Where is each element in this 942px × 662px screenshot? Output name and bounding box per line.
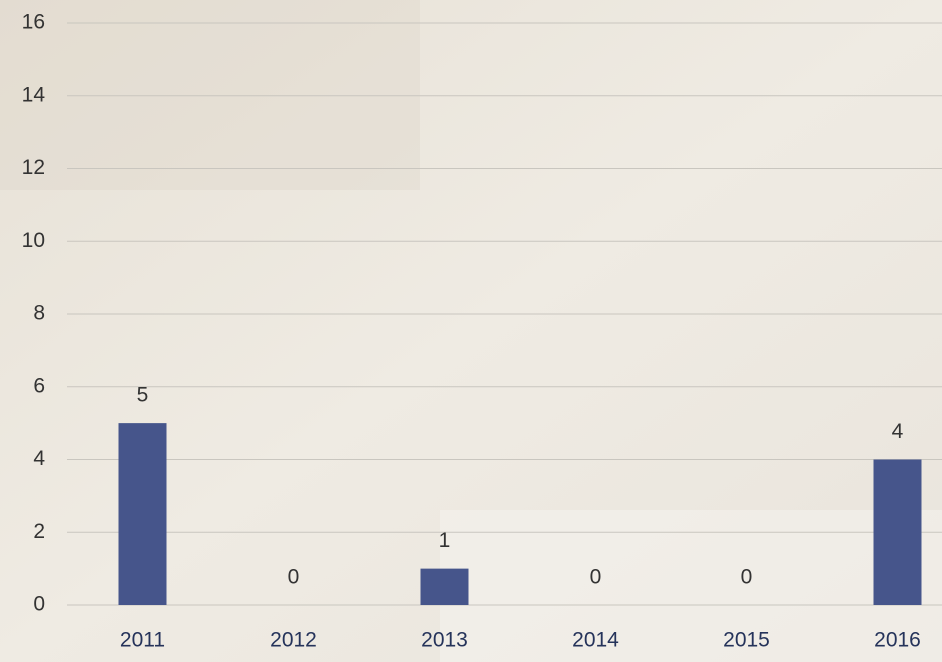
bar <box>119 423 167 605</box>
y-tick-label: 10 <box>22 229 45 252</box>
data-label: 0 <box>288 566 300 589</box>
background-shade <box>0 0 420 190</box>
y-tick-label: 2 <box>33 520 45 543</box>
y-tick-label: 0 <box>33 593 45 616</box>
data-label: 0 <box>741 566 753 589</box>
y-tick-label: 4 <box>33 447 45 470</box>
bar <box>874 460 922 606</box>
x-tick-label: 2014 <box>572 629 619 652</box>
y-tick-label: 6 <box>33 374 45 397</box>
bar <box>421 569 469 605</box>
data-label: 1 <box>439 529 451 552</box>
data-label: 0 <box>590 566 602 589</box>
chart: 0 2 4 6 8 10 12 14 16 2011 5 2012 0 2013 1 2014 0 2015 0 20… <box>0 0 942 662</box>
x-tick-label: 2011 <box>120 629 165 652</box>
y-tick-label: 16 <box>22 11 45 34</box>
y-tick-label: 14 <box>22 83 46 106</box>
y-tick-label: 8 <box>33 302 45 325</box>
x-tick-label: 2015 <box>723 629 770 652</box>
x-tick-label: 2013 <box>421 629 468 652</box>
background-shade <box>440 510 942 662</box>
data-label: 5 <box>137 384 149 407</box>
x-tick-label: 2012 <box>270 629 317 652</box>
y-tick-label: 12 <box>22 156 45 179</box>
data-label: 4 <box>892 420 904 443</box>
x-tick-label: 2016 <box>874 629 921 652</box>
